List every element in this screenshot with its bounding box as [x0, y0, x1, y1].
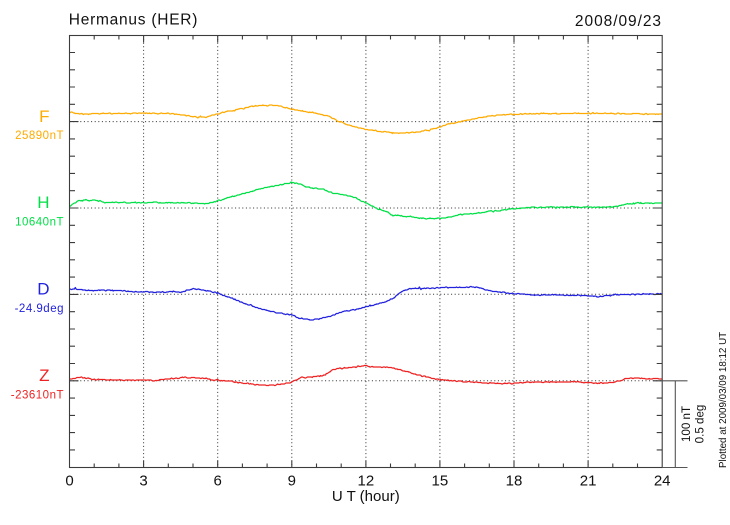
svg-text:10640nT: 10640nT	[15, 217, 64, 229]
svg-text:D: D	[37, 280, 49, 299]
svg-text:24: 24	[654, 472, 671, 489]
svg-text:-23610nT: -23610nT	[11, 389, 64, 401]
svg-text:Z: Z	[39, 366, 49, 385]
svg-text:Plotted at 2009/03/09 18:12 UT: Plotted at 2009/03/09 18:12 UT	[718, 332, 729, 468]
svg-text:25890nT: 25890nT	[15, 130, 64, 142]
svg-text:Hermanus (HER): Hermanus (HER)	[69, 12, 198, 29]
svg-text:-24.9deg: -24.9deg	[15, 303, 64, 315]
svg-text:0: 0	[65, 472, 73, 489]
svg-text:100 nT: 100 nT	[680, 406, 693, 442]
svg-text:H: H	[37, 193, 49, 212]
svg-text:15: 15	[432, 472, 449, 489]
svg-text:U T (hour): U T (hour)	[332, 488, 400, 505]
svg-text:3: 3	[139, 472, 147, 489]
svg-text:0.5 deg: 0.5 deg	[693, 405, 706, 444]
svg-text:12: 12	[358, 472, 375, 489]
svg-text:6: 6	[214, 472, 222, 489]
svg-text:9: 9	[288, 472, 296, 489]
svg-text:18: 18	[506, 472, 523, 489]
svg-text:21: 21	[580, 472, 597, 489]
svg-text:2008/09/23: 2008/09/23	[575, 13, 662, 30]
svg-text:F: F	[39, 107, 49, 126]
